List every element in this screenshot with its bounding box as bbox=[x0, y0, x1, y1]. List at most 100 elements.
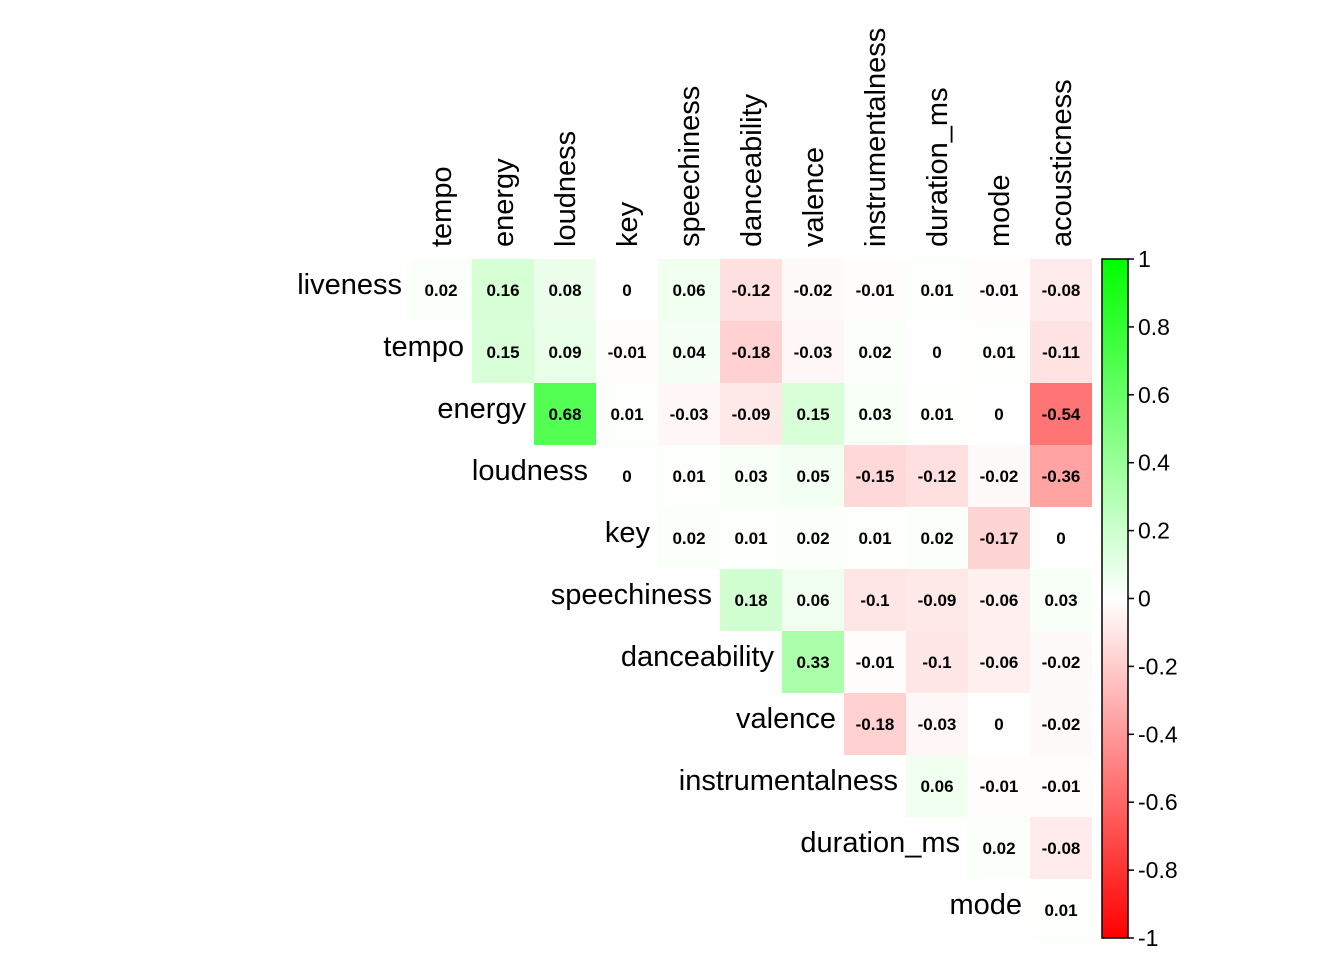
heatmap-cell bbox=[720, 383, 782, 445]
colorbar-tick-label: 0 bbox=[1138, 586, 1151, 612]
colorbar-tick-label: -0.4 bbox=[1138, 721, 1178, 747]
column-label: tempo bbox=[426, 166, 458, 247]
cell-value-label: 0.02 bbox=[424, 281, 457, 300]
cell-value-label: -0.54 bbox=[1042, 405, 1081, 424]
cell-value-label: 0 bbox=[932, 343, 941, 362]
heatmap-cell bbox=[720, 445, 782, 507]
cell-value-label: 0.02 bbox=[672, 529, 705, 548]
cell-value-label: -0.36 bbox=[1042, 467, 1081, 486]
cell-value-label: -0.02 bbox=[1042, 715, 1081, 734]
cell-value-label: 0.06 bbox=[920, 777, 953, 796]
heatmap-cell bbox=[906, 259, 968, 321]
row-label: valence bbox=[736, 703, 836, 735]
heatmap-cell bbox=[1030, 507, 1092, 569]
column-label: loudness bbox=[550, 131, 582, 247]
heatmap-cell bbox=[844, 259, 906, 321]
cell-value-label: 0.06 bbox=[796, 591, 829, 610]
cell-value-label: -0.01 bbox=[980, 281, 1019, 300]
heatmap-cell bbox=[534, 383, 596, 445]
cell-value-label: -0.03 bbox=[794, 343, 833, 362]
heatmap-cells: 0.02 0.16 0.08 0 0.06 -0.12 -0.02 -0.01 0.01 -0.0… bbox=[410, 259, 1092, 941]
cell-value-label: -0.09 bbox=[918, 591, 957, 610]
heatmap-cell bbox=[844, 631, 906, 693]
heatmap-cell bbox=[968, 817, 1030, 879]
colorbar-tick-label: -0.8 bbox=[1138, 857, 1178, 883]
heatmap-cell bbox=[720, 507, 782, 569]
row-label: loudness bbox=[472, 455, 588, 487]
heatmap-cell bbox=[658, 383, 720, 445]
heatmap-cell bbox=[596, 445, 658, 507]
cell-value-label: -0.01 bbox=[608, 343, 647, 362]
cell-value-label: -0.18 bbox=[732, 343, 771, 362]
heatmap-cell bbox=[1030, 383, 1092, 445]
cell-value-label: 0.06 bbox=[672, 281, 705, 300]
heatmap-cell bbox=[968, 383, 1030, 445]
cell-value-label: 0 bbox=[1056, 529, 1065, 548]
heatmap-cell bbox=[844, 693, 906, 755]
heatmap-cell bbox=[782, 569, 844, 631]
row-label: instrumentalness bbox=[679, 765, 898, 797]
heatmap-cell bbox=[844, 569, 906, 631]
column-label: valence bbox=[798, 147, 830, 247]
heatmap-cell bbox=[906, 755, 968, 817]
cell-value-label: 0.33 bbox=[796, 653, 829, 672]
heatmap-cell bbox=[1030, 631, 1092, 693]
cell-value-label: 0.15 bbox=[486, 343, 519, 362]
column-label: energy bbox=[488, 158, 520, 247]
cell-value-label: 0.03 bbox=[858, 405, 891, 424]
colorbar-tick-label: 0.2 bbox=[1138, 518, 1170, 544]
heatmap-cell bbox=[844, 507, 906, 569]
colorbar-tick-label: 0.8 bbox=[1138, 314, 1170, 340]
cell-value-label: 0.18 bbox=[734, 591, 767, 610]
cell-value-label: 0.08 bbox=[548, 281, 581, 300]
heatmap-cell bbox=[472, 321, 534, 383]
row-label: danceability bbox=[621, 641, 775, 673]
heatmap-cell bbox=[782, 507, 844, 569]
heatmap-cell bbox=[472, 259, 534, 321]
cell-value-label: 0.01 bbox=[734, 529, 767, 548]
colorbar-tick-label: -1 bbox=[1138, 925, 1158, 951]
cell-value-label: -0.12 bbox=[918, 467, 957, 486]
cell-value-label: -0.18 bbox=[856, 715, 895, 734]
cell-value-label: 0.01 bbox=[920, 281, 953, 300]
cell-value-label: 0 bbox=[994, 715, 1003, 734]
heatmap-cell bbox=[968, 445, 1030, 507]
heatmap-cell bbox=[906, 631, 968, 693]
cell-value-label: 0.16 bbox=[486, 281, 519, 300]
cell-value-label: 0.09 bbox=[548, 343, 581, 362]
heatmap-cell bbox=[596, 259, 658, 321]
heatmap-cell bbox=[906, 507, 968, 569]
cell-value-label: 0.01 bbox=[672, 467, 705, 486]
cell-value-label: -0.02 bbox=[980, 467, 1019, 486]
heatmap-cell bbox=[1030, 259, 1092, 321]
cell-value-label: 0.04 bbox=[672, 343, 706, 362]
cell-value-label: -0.02 bbox=[794, 281, 833, 300]
heatmap-cell bbox=[658, 507, 720, 569]
row-label: mode bbox=[949, 889, 1022, 921]
heatmap-cell bbox=[782, 321, 844, 383]
cell-value-label: -0.01 bbox=[856, 281, 895, 300]
cell-value-label: 0 bbox=[622, 467, 631, 486]
column-label: duration_ms bbox=[922, 87, 954, 247]
cell-value-label: -0.01 bbox=[1042, 777, 1081, 796]
colorbar-tick-label: 0.4 bbox=[1138, 450, 1170, 476]
cell-value-label: 0.01 bbox=[920, 405, 953, 424]
row-label: liveness bbox=[297, 269, 402, 301]
heatmap-cell bbox=[596, 321, 658, 383]
heatmap-cell bbox=[658, 321, 720, 383]
column-label: danceability bbox=[736, 93, 768, 247]
heatmap-cell bbox=[968, 755, 1030, 817]
row-label: key bbox=[605, 517, 651, 549]
heatmap-cell bbox=[782, 631, 844, 693]
heatmap-cell bbox=[844, 445, 906, 507]
heatmap-cell bbox=[1030, 693, 1092, 755]
heatmap-cell bbox=[782, 383, 844, 445]
heatmap-cell bbox=[534, 321, 596, 383]
column-label: mode bbox=[984, 174, 1016, 247]
cell-value-label: -0.06 bbox=[980, 591, 1019, 610]
cell-value-label: -0.08 bbox=[1042, 281, 1081, 300]
column-label: key bbox=[612, 201, 644, 247]
cell-value-label: 0.02 bbox=[982, 839, 1015, 858]
colorbar-tick-label: 1 bbox=[1138, 246, 1151, 272]
cell-value-label: -0.01 bbox=[980, 777, 1019, 796]
